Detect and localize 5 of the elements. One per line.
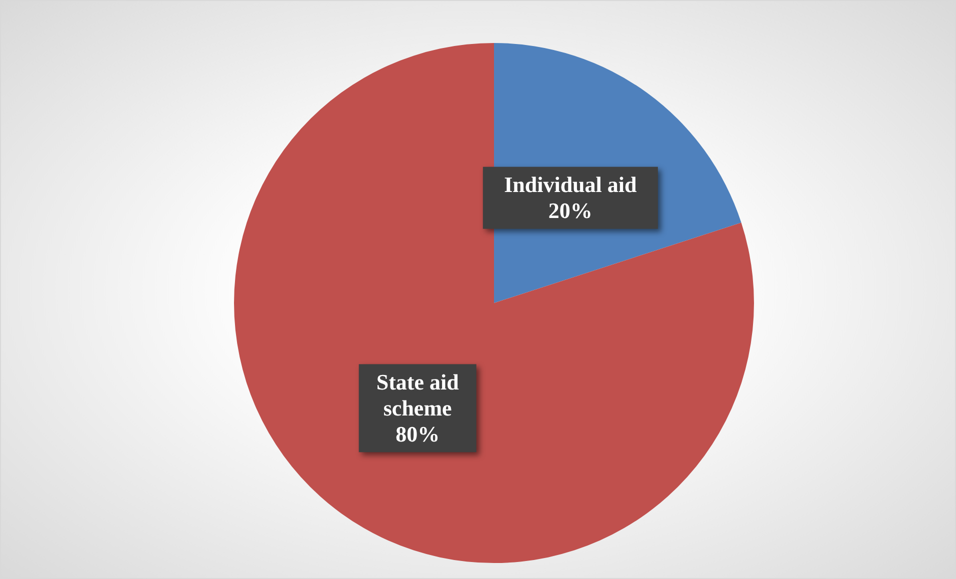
slice-label: State aid scheme <box>376 369 459 420</box>
data-label: 80% <box>396 421 440 446</box>
pie-slice <box>234 43 754 563</box>
slice-label: Individual aid <box>504 172 637 198</box>
data-label: 20% <box>548 198 592 224</box>
